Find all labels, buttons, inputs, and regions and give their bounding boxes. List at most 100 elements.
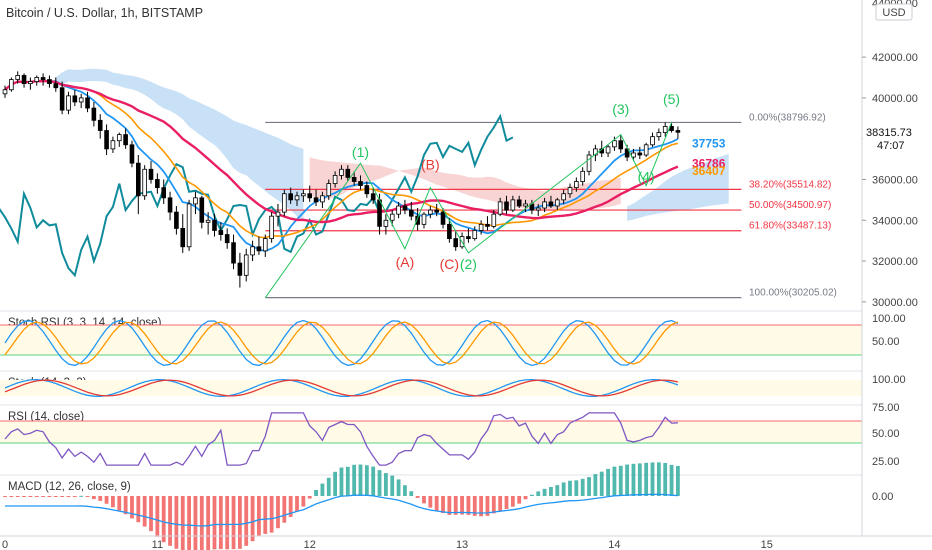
candle-body: [78, 97, 84, 103]
macd-histogram-bar: [453, 496, 458, 515]
time-tick-label: 0: [2, 539, 8, 550]
macd-histogram-bar: [568, 480, 572, 496]
macd-line: [5, 493, 678, 527]
currency-badge[interactable]: [875, 3, 913, 21]
wave-label: (A): [396, 254, 415, 270]
candle-body: [383, 219, 389, 227]
candle-body: [624, 148, 630, 158]
stochrsi-band: [0, 325, 862, 355]
candle-body: [301, 193, 306, 197]
indicator-tick-label: 25.00: [872, 456, 900, 468]
macd-histogram-bar: [485, 496, 490, 516]
indicator-tick-label: 50.00: [872, 336, 900, 348]
candle-body: [142, 168, 147, 197]
candle-body: [535, 207, 541, 211]
macd-histogram-bar: [612, 466, 617, 496]
macd-histogram-bar: [91, 496, 96, 500]
macd-histogram-bar: [326, 477, 331, 496]
macd-histogram-bar: [142, 496, 147, 527]
macd-histogram-bar: [650, 462, 655, 496]
macd-histogram-bar: [669, 464, 674, 496]
stoch-d-line: [4, 379, 679, 397]
price-tick-label: 30000.00: [872, 297, 918, 309]
candle-body: [231, 242, 236, 264]
macd-histogram-bar: [79, 495, 84, 497]
candle-body: [161, 187, 167, 199]
macd-histogram-bar: [383, 473, 388, 496]
candle-body: [307, 193, 313, 199]
candle-body: [91, 107, 97, 121]
candle-body: [491, 213, 497, 227]
macd-histogram-bar: [136, 496, 141, 523]
candle-body: [66, 95, 71, 111]
macd-histogram-bar: [263, 496, 268, 534]
wave-label: (3): [612, 101, 629, 117]
macd-histogram-bar: [168, 496, 172, 546]
candle-body: [364, 185, 370, 195]
candle-body: [116, 134, 122, 142]
macd-histogram-bar: [276, 496, 280, 529]
stoch-band: [0, 380, 862, 396]
time-tick-label: 14: [608, 539, 620, 550]
candle-body: [199, 197, 205, 223]
rsi-band: [0, 421, 862, 443]
macd-histogram-bar: [41, 496, 45, 497]
macd-histogram-bar: [85, 496, 90, 497]
candle-body: [110, 140, 116, 150]
candle-body: [370, 193, 376, 201]
candle-body: [47, 79, 52, 85]
candle-body: [72, 95, 78, 103]
macd-histogram-bar: [618, 465, 623, 496]
indicator-tick-label: 100.00: [872, 374, 906, 386]
currency-label: USD: [882, 7, 905, 19]
fib-level-label: 100.00%(30205.02): [749, 288, 837, 299]
candle-body: [15, 75, 21, 80]
macd-histogram-bar: [237, 496, 242, 549]
candle-body: [104, 130, 109, 150]
macd-histogram-bar: [199, 496, 204, 550]
orange-moving-average: [4, 80, 679, 239]
macd-histogram-bar: [66, 496, 71, 497]
candle-body: [402, 205, 408, 211]
macd-histogram-bar: [358, 464, 363, 496]
candle-body: [516, 199, 522, 207]
macd-histogram-bar: [250, 496, 255, 542]
macd-histogram-bar: [123, 496, 128, 515]
chart-title: Bitcoin / U.S. Dollar, 1h, BITSTAMP: [6, 6, 204, 20]
candle-body: [440, 211, 446, 225]
elliott-wave-line: [264, 122, 673, 298]
candle-body: [193, 197, 198, 205]
macd-histogram-bar: [587, 477, 591, 496]
macd-histogram-bar: [22, 496, 26, 497]
candle-body: [250, 246, 255, 256]
candle-body: [256, 246, 262, 252]
candle-body: [174, 211, 179, 229]
candle-body: [9, 79, 14, 91]
candle-body: [428, 209, 433, 215]
candle-body: [205, 219, 211, 223]
price-tick-label: 36000.00: [872, 174, 918, 186]
macd-histogram-bar: [34, 496, 39, 497]
macd-histogram-bar: [155, 496, 160, 537]
wave-label: (2): [460, 256, 477, 272]
price-pane[interactable]: 0.00%(38796.92) 38.20%(35514.82) 50.00%(34…: [0, 68, 837, 299]
candle-body: [34, 77, 40, 82]
candle-body: [453, 238, 459, 248]
candle-body: [643, 144, 649, 156]
candle-body: [186, 203, 192, 248]
ma-value-label: 36407: [692, 164, 726, 178]
macd-histogram-bar: [599, 471, 604, 496]
candle-body: [389, 213, 395, 221]
candle-body: [339, 168, 344, 176]
macd-histogram-bar: [472, 496, 477, 516]
macd-histogram-bar: [53, 496, 58, 497]
candle-body: [675, 130, 681, 133]
candle-body: [542, 201, 547, 209]
candle-body: [586, 154, 592, 172]
macd-histogram-bar: [403, 485, 407, 496]
candle-body: [466, 236, 471, 240]
stoch-k-line: [4, 378, 679, 398]
candle-body: [351, 177, 357, 182]
candle-body: [21, 75, 27, 85]
